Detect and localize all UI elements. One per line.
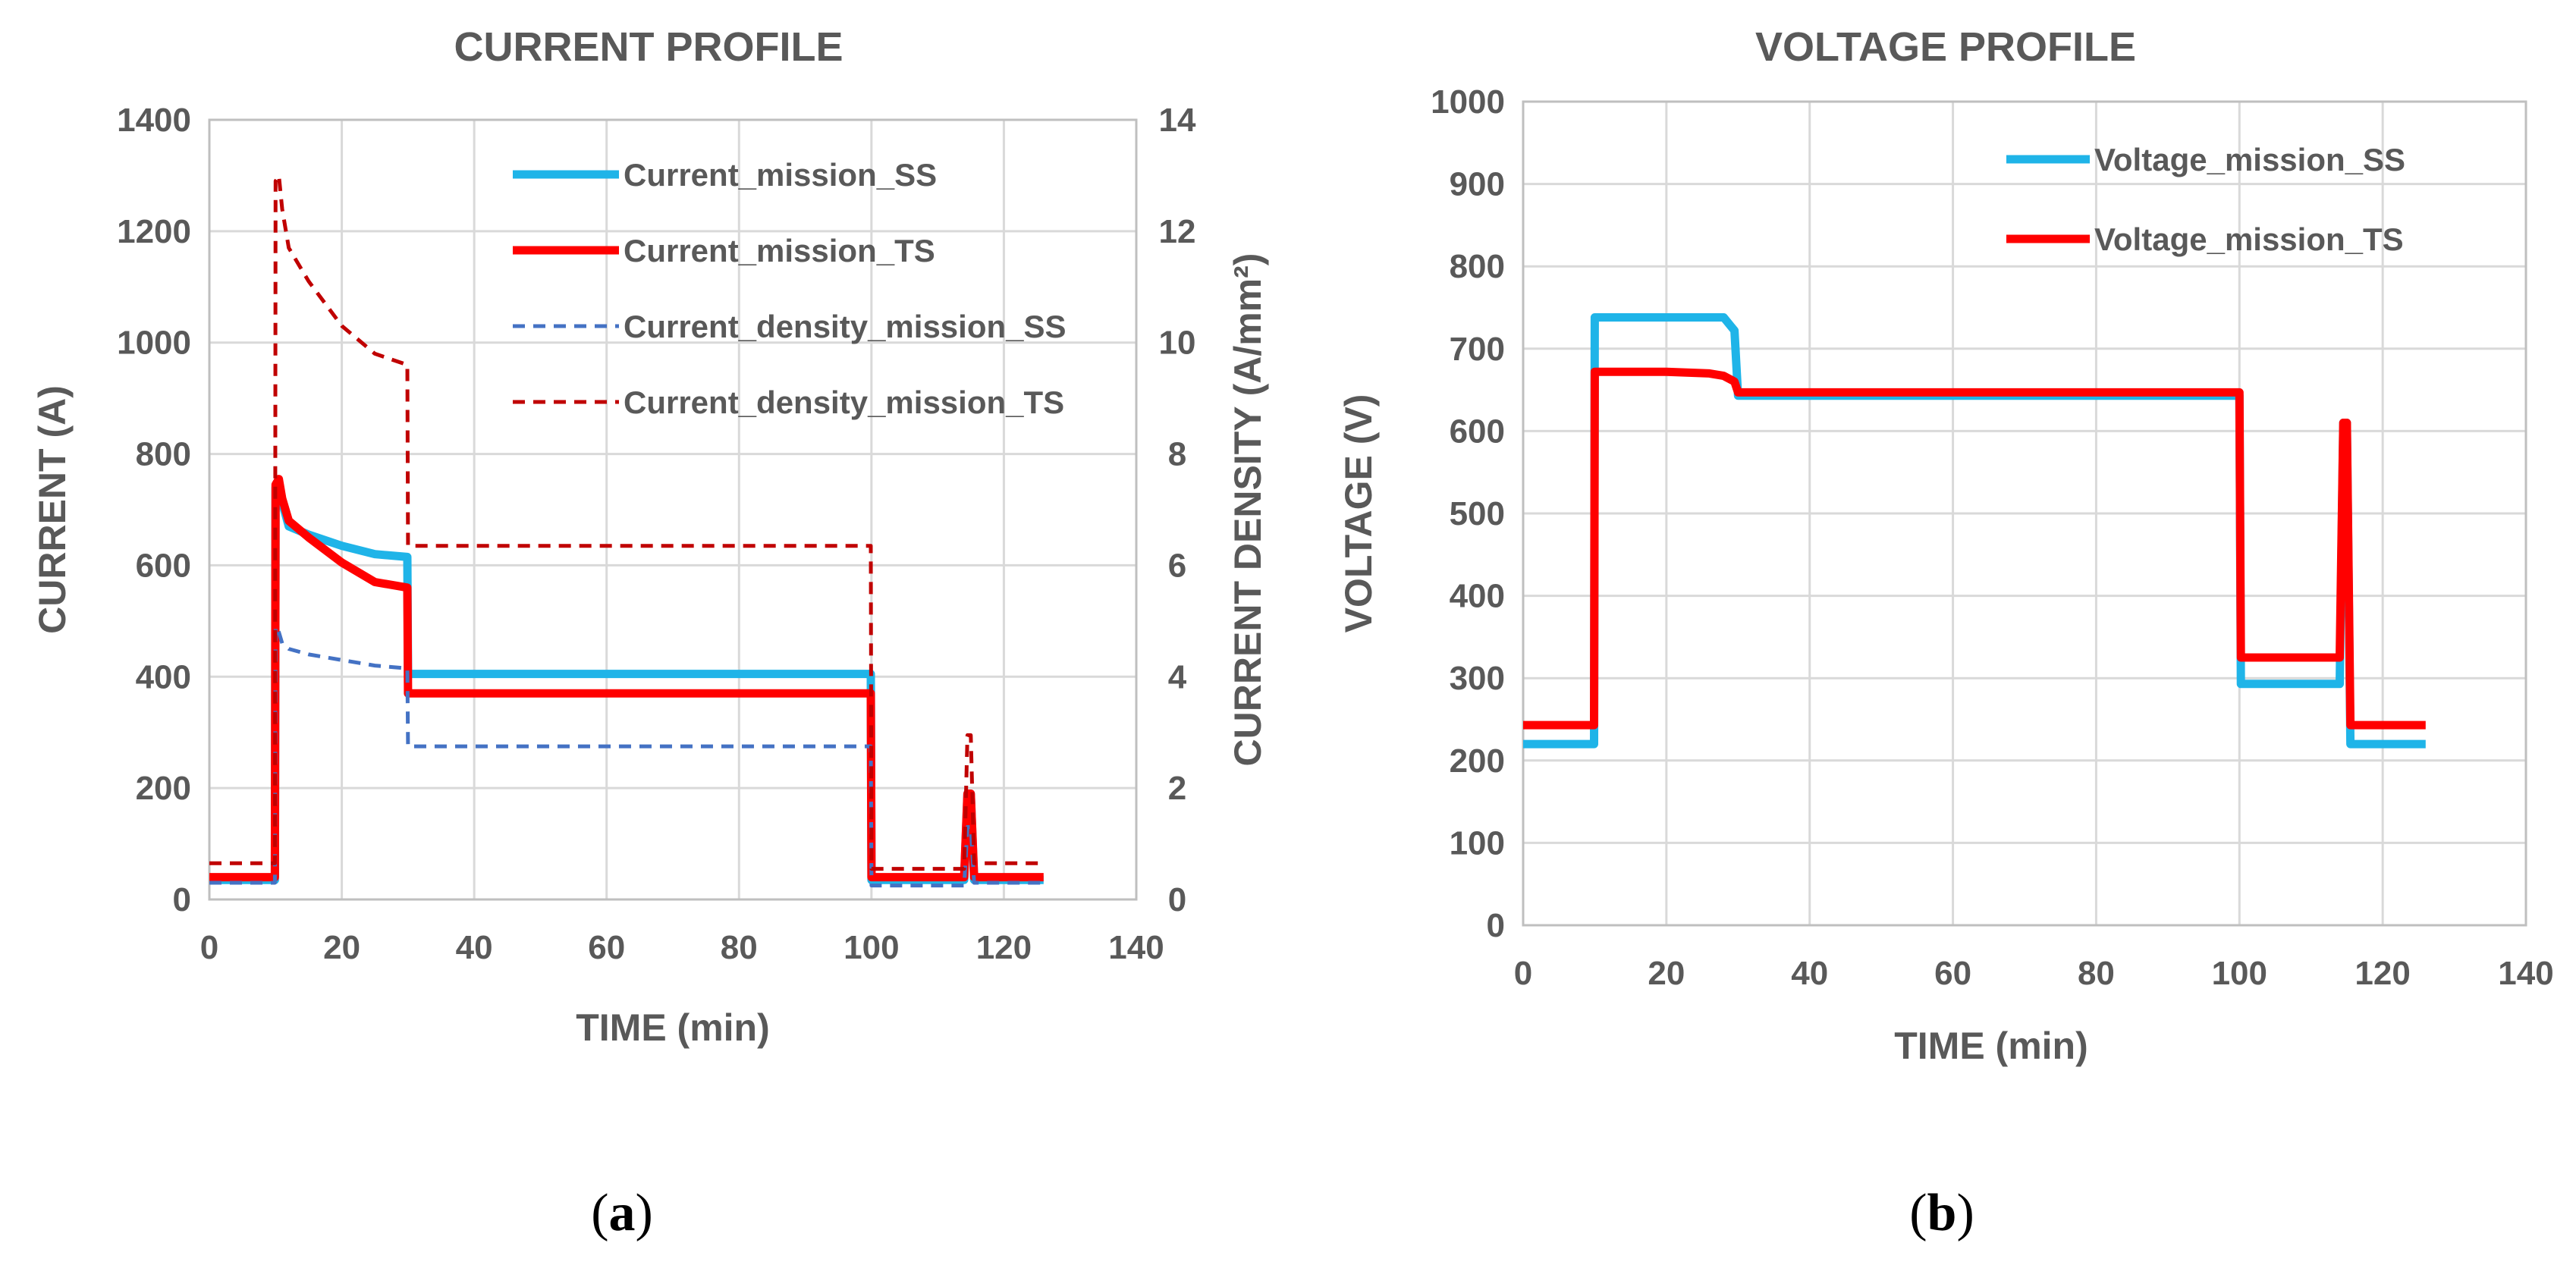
y-tick-label: 1000 xyxy=(1431,83,1505,121)
legend: Current_mission_SS Current_mission_TS Curr… xyxy=(513,157,1067,420)
y-tick-label: 1400 xyxy=(117,102,191,139)
caption-a: (a) xyxy=(591,1184,653,1242)
legend-label: Current_density_mission_SS xyxy=(624,309,1067,344)
series-line-voltage-mission-ss xyxy=(1523,313,2426,749)
legend-label: Voltage_mission_SS xyxy=(2094,142,2405,177)
series-line-current-density-mission-ts xyxy=(209,173,1044,871)
y-tick-label: 0 xyxy=(173,881,191,918)
tick-labels: 0 20 40 60 80 100 120 140 0 100 200 300 400 500 600 700… xyxy=(1431,83,2554,992)
x-tick-label: 20 xyxy=(1648,955,1685,992)
x-tick-label: 60 xyxy=(1934,955,1971,992)
y-tick-label: 900 xyxy=(1450,166,1505,203)
y-tick-label: 0 xyxy=(1487,907,1505,944)
y2-tick-label: 12 xyxy=(1159,213,1196,250)
series-line-current-mission-ts xyxy=(209,475,1044,882)
y-tick-label: 800 xyxy=(136,436,191,473)
y-tick-label: 400 xyxy=(136,658,191,695)
y-tick-label: 1200 xyxy=(117,213,191,250)
voltage-profile-chart: VOLTAGE PROFILE 0 20 40 60 80 100 120 140 0 100 20… xyxy=(1337,24,2554,1242)
series-group xyxy=(1523,313,2426,749)
y-tick-label: 100 xyxy=(1450,824,1505,862)
series-group xyxy=(209,173,1044,888)
x-tick-label: 40 xyxy=(1791,955,1828,992)
y2-axis-label: CURRENT DENSITY (A/mm²) xyxy=(1227,253,1269,767)
x-tick-label: 60 xyxy=(588,929,625,966)
series-line-current-density-mission-ss xyxy=(209,624,1044,888)
legend-label: Voltage_mission_TS xyxy=(2094,221,2404,257)
x-tick-label: 100 xyxy=(843,929,899,966)
legend-label: Current_mission_TS xyxy=(624,233,935,268)
legend: Voltage_mission_SS Voltage_mission_TS xyxy=(2006,142,2405,257)
x-axis-label: TIME (min) xyxy=(1894,1025,2088,1067)
x-tick-label: 140 xyxy=(1108,929,1164,966)
x-tick-label: 140 xyxy=(2498,955,2553,992)
grid xyxy=(208,118,1138,901)
x-tick-label: 100 xyxy=(2212,955,2267,992)
y-tick-label: 1000 xyxy=(117,325,191,362)
x-tick-label: 120 xyxy=(976,929,1032,966)
x-tick-label: 80 xyxy=(721,929,758,966)
y2-tick-label: 10 xyxy=(1159,325,1196,362)
y-tick-label: 600 xyxy=(1450,413,1505,450)
y-tick-label: 700 xyxy=(1450,331,1505,368)
y-tick-label: 800 xyxy=(1450,248,1505,285)
x-axis-label: TIME (min) xyxy=(576,1006,770,1049)
x-tick-label: 0 xyxy=(200,929,218,966)
caption-label: a xyxy=(609,1184,636,1242)
caption-b: (b) xyxy=(1909,1184,1974,1242)
y2-tick-label: 8 xyxy=(1168,436,1186,473)
y-tick-label: 600 xyxy=(136,547,191,584)
legend-label: Current_density_mission_TS xyxy=(624,385,1064,420)
y2-tick-label: 2 xyxy=(1168,770,1186,807)
caption-label: b xyxy=(1927,1184,1957,1242)
x-tick-label: 120 xyxy=(2355,955,2410,992)
y2-tick-label: 14 xyxy=(1159,102,1196,139)
tick-labels: 0 20 40 60 80 100 120 1400200400600800100012001… xyxy=(117,102,1196,966)
y-tick-label: 500 xyxy=(1450,495,1505,532)
y-tick-label: 300 xyxy=(1450,660,1505,697)
y-axis-label: VOLTAGE (V) xyxy=(1337,394,1380,633)
y2-tick-label: 6 xyxy=(1168,547,1186,584)
legend-label: Current_mission_SS xyxy=(624,157,937,193)
series-line-voltage-mission-ts xyxy=(1523,367,2426,730)
y-tick-label: 200 xyxy=(1450,742,1505,780)
x-tick-label: 0 xyxy=(1514,955,1532,992)
x-tick-label: 80 xyxy=(2078,955,2115,992)
y-tick-label: 400 xyxy=(1450,578,1505,615)
x-tick-label: 40 xyxy=(456,929,493,966)
chart-title: VOLTAGE PROFILE xyxy=(1755,24,2136,70)
y2-tick-label: 4 xyxy=(1168,658,1187,695)
y-tick-label: 200 xyxy=(136,770,191,807)
current-profile-chart: CURRENT PROFILE 0 20 40 60 80 100 120 140020040… xyxy=(31,24,1269,1242)
plot-frame xyxy=(1522,100,2527,927)
chart-title: CURRENT PROFILE xyxy=(454,24,843,70)
y2-tick-label: 0 xyxy=(1168,881,1186,918)
y-axis-label: CURRENT (A) xyxy=(31,385,74,634)
x-tick-label: 20 xyxy=(323,929,360,966)
plot-frame xyxy=(208,118,1138,901)
